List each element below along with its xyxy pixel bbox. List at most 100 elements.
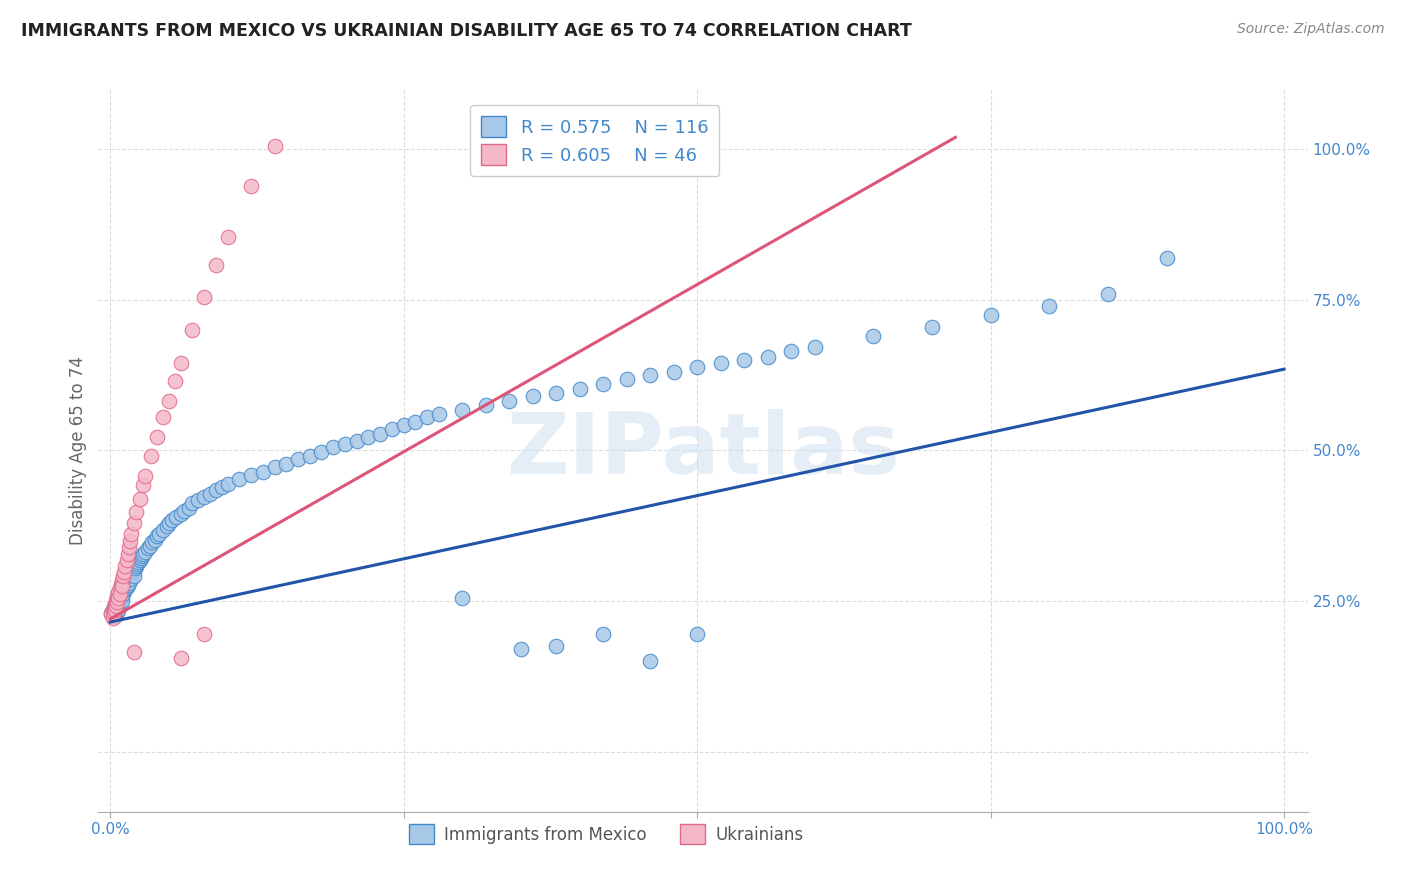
Point <box>117 547 139 561</box>
Point <box>103 600 125 615</box>
Point <box>121 565 143 579</box>
Point <box>114 577 136 591</box>
Point <box>146 529 169 543</box>
Point <box>193 290 215 304</box>
Point <box>104 601 127 615</box>
Point <box>187 492 209 507</box>
Point <box>143 533 166 547</box>
Point <box>101 609 124 624</box>
Point <box>322 441 344 455</box>
Point <box>111 585 134 599</box>
Point <box>120 568 142 582</box>
Point <box>204 258 226 272</box>
Point <box>115 580 138 594</box>
Point <box>165 509 187 524</box>
Point <box>148 526 170 541</box>
Point <box>118 540 141 554</box>
Point <box>592 377 614 392</box>
Point <box>104 603 127 617</box>
Point <box>132 478 155 492</box>
Point <box>211 480 233 494</box>
Point <box>510 642 533 657</box>
Point <box>1038 299 1060 313</box>
Point <box>181 323 204 337</box>
Point <box>568 382 591 396</box>
Point <box>105 601 128 615</box>
Point <box>108 587 131 601</box>
Point <box>111 573 134 587</box>
Y-axis label: Disability Age 65 to 74: Disability Age 65 to 74 <box>69 356 87 545</box>
Point <box>157 516 180 530</box>
Point <box>134 544 156 558</box>
Point <box>686 360 709 375</box>
Point <box>114 559 136 574</box>
Point <box>136 541 159 555</box>
Point <box>333 437 356 451</box>
Point <box>980 308 1002 322</box>
Point <box>381 422 404 436</box>
Point <box>108 595 131 609</box>
Point <box>112 582 135 596</box>
Point <box>662 365 685 379</box>
Point <box>228 472 250 486</box>
Point <box>105 606 128 620</box>
Point <box>125 559 148 574</box>
Point <box>101 611 124 625</box>
Point <box>129 550 152 565</box>
Point <box>217 476 239 491</box>
Point <box>131 549 153 563</box>
Point <box>117 578 139 592</box>
Point <box>141 450 163 464</box>
Point <box>120 572 142 586</box>
Point <box>193 627 215 641</box>
Point <box>498 394 520 409</box>
Point <box>111 579 134 593</box>
Point <box>157 394 180 409</box>
Point <box>103 607 125 622</box>
Point <box>173 503 195 517</box>
Point <box>112 565 135 579</box>
Point <box>287 452 309 467</box>
Point <box>107 594 129 608</box>
Point <box>181 496 204 510</box>
Point <box>522 389 544 403</box>
Point <box>217 229 239 244</box>
Point <box>120 566 142 581</box>
Point <box>112 583 135 598</box>
Point <box>110 592 132 607</box>
Point <box>204 483 226 497</box>
Point <box>177 500 200 515</box>
Point <box>152 523 174 537</box>
Point <box>780 344 803 359</box>
Point <box>117 573 139 587</box>
Point <box>638 654 661 668</box>
Point <box>546 639 568 653</box>
Point <box>110 577 132 591</box>
Point <box>115 553 138 567</box>
Point <box>105 599 128 613</box>
Point <box>118 576 141 591</box>
Point <box>163 374 186 388</box>
Point <box>162 513 184 527</box>
Point <box>103 606 125 620</box>
Point <box>110 588 132 602</box>
Point <box>146 430 169 444</box>
Point <box>169 651 191 665</box>
Point <box>141 535 163 549</box>
Point <box>357 430 380 444</box>
Point <box>546 386 568 401</box>
Point <box>122 564 145 578</box>
Point <box>368 426 391 441</box>
Point <box>169 507 191 521</box>
Point <box>127 557 149 571</box>
Point <box>152 410 174 425</box>
Point <box>112 568 135 582</box>
Point <box>104 597 127 611</box>
Point <box>240 178 263 193</box>
Point <box>105 600 128 615</box>
Point <box>733 353 755 368</box>
Point <box>311 444 333 458</box>
Point <box>108 591 131 605</box>
Point <box>122 516 145 530</box>
Text: Source: ZipAtlas.com: Source: ZipAtlas.com <box>1237 22 1385 37</box>
